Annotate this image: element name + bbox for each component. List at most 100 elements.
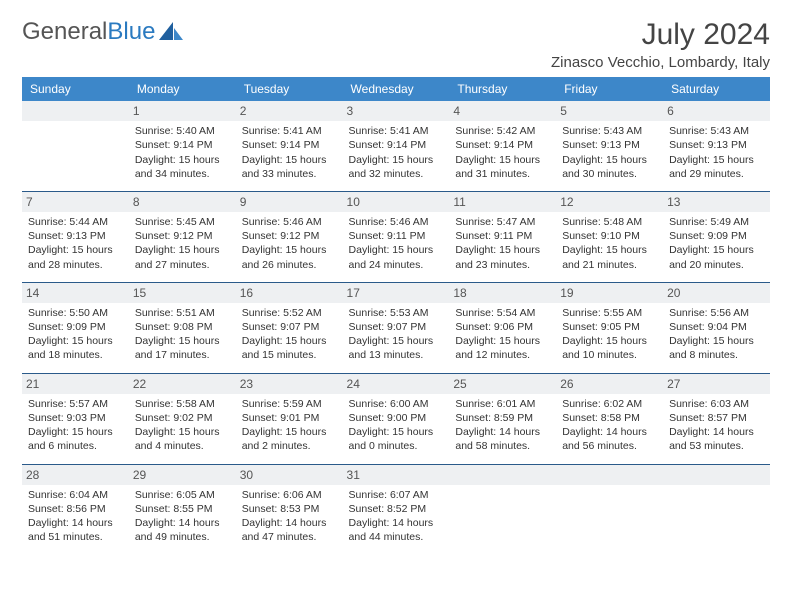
empty-daynum [22, 101, 129, 121]
day-details: Sunrise: 5:41 AMSunset: 9:14 PMDaylight:… [349, 124, 444, 181]
day-header: Thursday [449, 77, 556, 101]
calendar-cell: 2 Sunrise: 5:41 AMSunset: 9:14 PMDaylight… [236, 101, 343, 191]
day-number: 10 [343, 192, 450, 212]
day-details: Sunrise: 6:06 AMSunset: 8:53 PMDaylight:… [242, 488, 337, 545]
day-number: 8 [129, 192, 236, 212]
day-details: Sunrise: 5:43 AMSunset: 9:13 PMDaylight:… [669, 124, 764, 181]
day-number: 21 [22, 374, 129, 394]
calendar-cell: 6Sunrise: 5:43 AMSunset: 9:13 PMDaylight… [663, 101, 770, 191]
calendar-row: 1 Sunrise: 5:40 AMSunset: 9:14 PMDaylight… [22, 101, 770, 191]
day-details: Sunrise: 5:40 AMSunset: 9:14 PMDaylight:… [135, 124, 230, 181]
calendar-cell: 9Sunrise: 5:46 AMSunset: 9:12 PMDaylight… [236, 191, 343, 282]
calendar-cell: 22 Sunrise: 5:58 AMSunset: 9:02 PMDayligh… [129, 373, 236, 464]
calendar-row: 7 Sunrise: 5:44 AMSunset: 9:13 PMDaylight… [22, 191, 770, 282]
day-number: 23 [236, 374, 343, 394]
day-number: 13 [663, 192, 770, 212]
empty-daynum [449, 465, 556, 485]
logo-sail-icon [159, 22, 185, 42]
day-number: 30 [236, 465, 343, 485]
calendar-cell [22, 101, 129, 191]
day-number: 26 [556, 374, 663, 394]
calendar-cell: 26Sunrise: 6:02 AMSunset: 8:58 PMDayligh… [556, 373, 663, 464]
day-number: 11 [449, 192, 556, 212]
calendar-cell: 4Sunrise: 5:42 AMSunset: 9:14 PMDaylight… [449, 101, 556, 191]
calendar-cell: 24Sunrise: 6:00 AMSunset: 9:00 PMDayligh… [343, 373, 450, 464]
day-number: 2 [236, 101, 343, 121]
day-number: 5 [556, 101, 663, 121]
day-header: Friday [556, 77, 663, 101]
calendar-row: 14 Sunrise: 5:50 AMSunset: 9:09 PMDayligh… [22, 282, 770, 373]
day-details: Sunrise: 6:01 AMSunset: 8:59 PMDaylight:… [455, 397, 550, 454]
calendar-cell: 12Sunrise: 5:48 AMSunset: 9:10 PMDayligh… [556, 191, 663, 282]
day-details: Sunrise: 6:03 AMSunset: 8:57 PMDaylight:… [669, 397, 764, 454]
day-number: 16 [236, 283, 343, 303]
calendar-cell: 29 Sunrise: 6:05 AMSunset: 8:55 PMDayligh… [129, 464, 236, 554]
day-number: 28 [22, 465, 129, 485]
day-header: Sunday [22, 77, 129, 101]
day-header-row: SundayMondayTuesdayWednesdayThursdayFrid… [22, 77, 770, 101]
day-number: 1 [129, 101, 236, 121]
calendar-cell: 25 Sunrise: 6:01 AMSunset: 8:59 PMDayligh… [449, 373, 556, 464]
day-number: 18 [449, 283, 556, 303]
day-details: Sunrise: 5:44 AMSunset: 9:13 PMDaylight:… [28, 215, 123, 272]
calendar-cell: 1 Sunrise: 5:40 AMSunset: 9:14 PMDaylight… [129, 101, 236, 191]
calendar-row: 21Sunrise: 5:57 AMSunset: 9:03 PMDayligh… [22, 373, 770, 464]
day-details: Sunrise: 5:50 AMSunset: 9:09 PMDaylight:… [28, 306, 123, 363]
day-number: 14 [22, 283, 129, 303]
day-number: 22 [129, 374, 236, 394]
day-details: Sunrise: 5:42 AMSunset: 9:14 PMDaylight:… [455, 124, 550, 181]
calendar-cell: 13 Sunrise: 5:49 AMSunset: 9:09 PMDayligh… [663, 191, 770, 282]
day-details: Sunrise: 5:46 AMSunset: 9:11 PMDaylight:… [349, 215, 444, 272]
day-number: 15 [129, 283, 236, 303]
day-number: 29 [129, 465, 236, 485]
day-details: Sunrise: 5:48 AMSunset: 9:10 PMDaylight:… [562, 215, 657, 272]
brand-logo: GeneralBlue [22, 18, 185, 46]
header-bar: GeneralBlue July 2024 Zinasco Vecchio, L… [22, 18, 770, 71]
calendar-table: SundayMondayTuesdayWednesdayThursdayFrid… [22, 77, 770, 554]
empty-daynum [556, 465, 663, 485]
day-details: Sunrise: 5:58 AMSunset: 9:02 PMDaylight:… [135, 397, 230, 454]
calendar-cell: 18 Sunrise: 5:54 AMSunset: 9:06 PMDayligh… [449, 282, 556, 373]
location-text: Zinasco Vecchio, Lombardy, Italy [551, 54, 770, 71]
calendar-cell: 15Sunrise: 5:51 AMSunset: 9:08 PMDayligh… [129, 282, 236, 373]
calendar-cell: 3 Sunrise: 5:41 AMSunset: 9:14 PMDaylight… [343, 101, 450, 191]
day-details: Sunrise: 5:47 AMSunset: 9:11 PMDaylight:… [455, 215, 550, 272]
calendar-row: 28Sunrise: 6:04 AMSunset: 8:56 PMDayligh… [22, 464, 770, 554]
calendar-cell: 16 Sunrise: 5:52 AMSunset: 9:07 PMDayligh… [236, 282, 343, 373]
day-number: 20 [663, 283, 770, 303]
day-details: Sunrise: 6:00 AMSunset: 9:00 PMDaylight:… [349, 397, 444, 454]
calendar-cell: 21Sunrise: 5:57 AMSunset: 9:03 PMDayligh… [22, 373, 129, 464]
calendar-cell [449, 464, 556, 554]
day-details: Sunrise: 5:55 AMSunset: 9:05 PMDaylight:… [562, 306, 657, 363]
calendar-cell: 17Sunrise: 5:53 AMSunset: 9:07 PMDayligh… [343, 282, 450, 373]
day-header: Monday [129, 77, 236, 101]
title-block: July 2024 Zinasco Vecchio, Lombardy, Ita… [551, 18, 770, 71]
day-number: 7 [22, 192, 129, 212]
calendar-cell: 11 Sunrise: 5:47 AMSunset: 9:11 PMDayligh… [449, 191, 556, 282]
day-details: Sunrise: 5:54 AMSunset: 9:06 PMDaylight:… [455, 306, 550, 363]
calendar-cell: 28Sunrise: 6:04 AMSunset: 8:56 PMDayligh… [22, 464, 129, 554]
day-details: Sunrise: 5:52 AMSunset: 9:07 PMDaylight:… [242, 306, 337, 363]
day-details: Sunrise: 5:41 AMSunset: 9:14 PMDaylight:… [242, 124, 337, 181]
day-details: Sunrise: 6:05 AMSunset: 8:55 PMDaylight:… [135, 488, 230, 545]
page-title: July 2024 [551, 18, 770, 52]
calendar-cell [663, 464, 770, 554]
day-number: 3 [343, 101, 450, 121]
day-number: 31 [343, 465, 450, 485]
calendar-cell [556, 464, 663, 554]
calendar-cell: 27 Sunrise: 6:03 AMSunset: 8:57 PMDayligh… [663, 373, 770, 464]
calendar-cell: 5Sunrise: 5:43 AMSunset: 9:13 PMDaylight… [556, 101, 663, 191]
calendar-cell: 14 Sunrise: 5:50 AMSunset: 9:09 PMDayligh… [22, 282, 129, 373]
day-details: Sunrise: 6:07 AMSunset: 8:52 PMDaylight:… [349, 488, 444, 545]
calendar-cell: 23 Sunrise: 5:59 AMSunset: 9:01 PMDayligh… [236, 373, 343, 464]
day-number: 27 [663, 374, 770, 394]
day-number: 17 [343, 283, 450, 303]
day-details: Sunrise: 5:49 AMSunset: 9:09 PMDaylight:… [669, 215, 764, 272]
day-details: Sunrise: 5:46 AMSunset: 9:12 PMDaylight:… [242, 215, 337, 272]
day-number: 25 [449, 374, 556, 394]
day-number: 19 [556, 283, 663, 303]
calendar-cell: 7 Sunrise: 5:44 AMSunset: 9:13 PMDaylight… [22, 191, 129, 282]
day-details: Sunrise: 5:59 AMSunset: 9:01 PMDaylight:… [242, 397, 337, 454]
calendar-cell: 30 Sunrise: 6:06 AMSunset: 8:53 PMDayligh… [236, 464, 343, 554]
day-details: Sunrise: 5:45 AMSunset: 9:12 PMDaylight:… [135, 215, 230, 272]
